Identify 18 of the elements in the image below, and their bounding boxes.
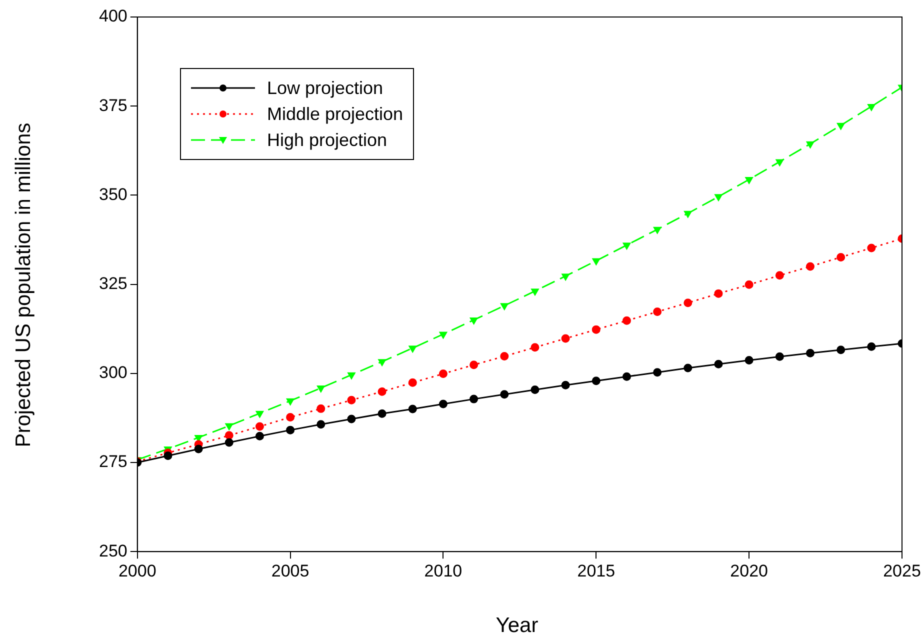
x-tick-label: 2025 (883, 561, 921, 580)
y-tick-label: 300 (98, 363, 128, 382)
y-tick-label: 375 (98, 96, 128, 115)
y-axis-title: Projected US population in millions (12, 122, 36, 448)
x-tick-label: 2000 (118, 561, 156, 580)
x-tick-label: 2010 (424, 561, 462, 580)
y-tick-label: 350 (98, 184, 128, 204)
y-tick-label: 250 (98, 541, 128, 560)
x-tick-label: 2020 (730, 561, 768, 580)
legend-label: Low projection (267, 78, 384, 98)
y-tick-label: 325 (98, 274, 128, 293)
y-tick-label: 400 (98, 6, 128, 26)
x-axis-title: Year (496, 614, 538, 638)
legend-label: Middle projection (267, 104, 404, 124)
legend-label: High projection (267, 130, 388, 150)
x-tick-label: 2015 (577, 561, 616, 580)
y-tick-label: 275 (98, 452, 128, 472)
x-tick-label: 2005 (271, 561, 310, 580)
